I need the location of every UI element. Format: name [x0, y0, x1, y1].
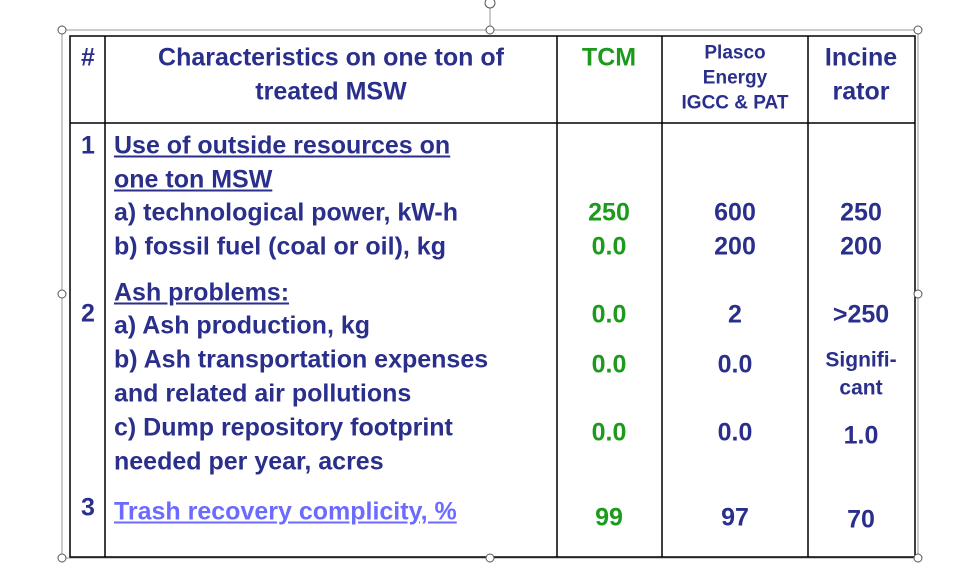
cell: 0.0: [717, 350, 753, 379]
header-text: Plasco: [704, 42, 766, 64]
row-number: 3: [81, 493, 95, 522]
header-text: IGCC & PAT: [681, 92, 789, 114]
row-number: 2: [81, 299, 95, 328]
header-text: rator: [832, 77, 890, 106]
cell: 250: [840, 198, 882, 227]
handles: [57, 0, 923, 563]
cell: 99: [595, 503, 623, 532]
cell: 200: [714, 232, 756, 261]
item-label: b) Ash transportation expenses: [114, 345, 489, 374]
cell: 0.0: [591, 232, 627, 261]
cell: 2: [728, 300, 742, 329]
row-heading-link[interactable]: Trash recovery complicity, %: [114, 497, 457, 526]
row-heading: Ash problems:: [114, 278, 290, 307]
cell: 0.0: [591, 300, 627, 329]
header-text: Energy: [702, 67, 768, 89]
item-label: needed per year, acres: [114, 447, 384, 476]
table-lines: [69, 35, 916, 558]
cell: 97: [721, 503, 749, 532]
cell: 250: [588, 198, 630, 227]
header-text: Incine: [824, 43, 898, 72]
header-number: #: [81, 43, 95, 72]
row-heading: one ton MSW: [114, 165, 273, 194]
row-number: 1: [81, 131, 95, 160]
item-label: a) technological power, kW-h: [114, 198, 458, 227]
cell: 200: [840, 232, 882, 261]
item-label: c) Dump repository footprint: [114, 413, 453, 442]
cell: 1.0: [843, 421, 879, 450]
header-text: TCM: [581, 43, 637, 72]
cell: 0.0: [717, 418, 753, 447]
header-text: treated MSW: [255, 77, 407, 106]
cell: >250: [832, 300, 890, 329]
item-label: and related air pollutions: [114, 379, 412, 408]
cell: cant: [839, 376, 883, 400]
cell: Signifi-: [825, 348, 897, 372]
item-label: b) fossil fuel (coal or oil), kg: [114, 232, 446, 261]
cell: 0.0: [591, 350, 627, 379]
cell: 0.0: [591, 418, 627, 447]
item-label: a) Ash production, kg: [114, 311, 371, 340]
cell: 600: [714, 198, 756, 227]
row-heading: Use of outside resources on: [114, 131, 451, 160]
cell: 70: [847, 505, 875, 534]
header-text: Characteristics on one ton of: [158, 43, 504, 72]
